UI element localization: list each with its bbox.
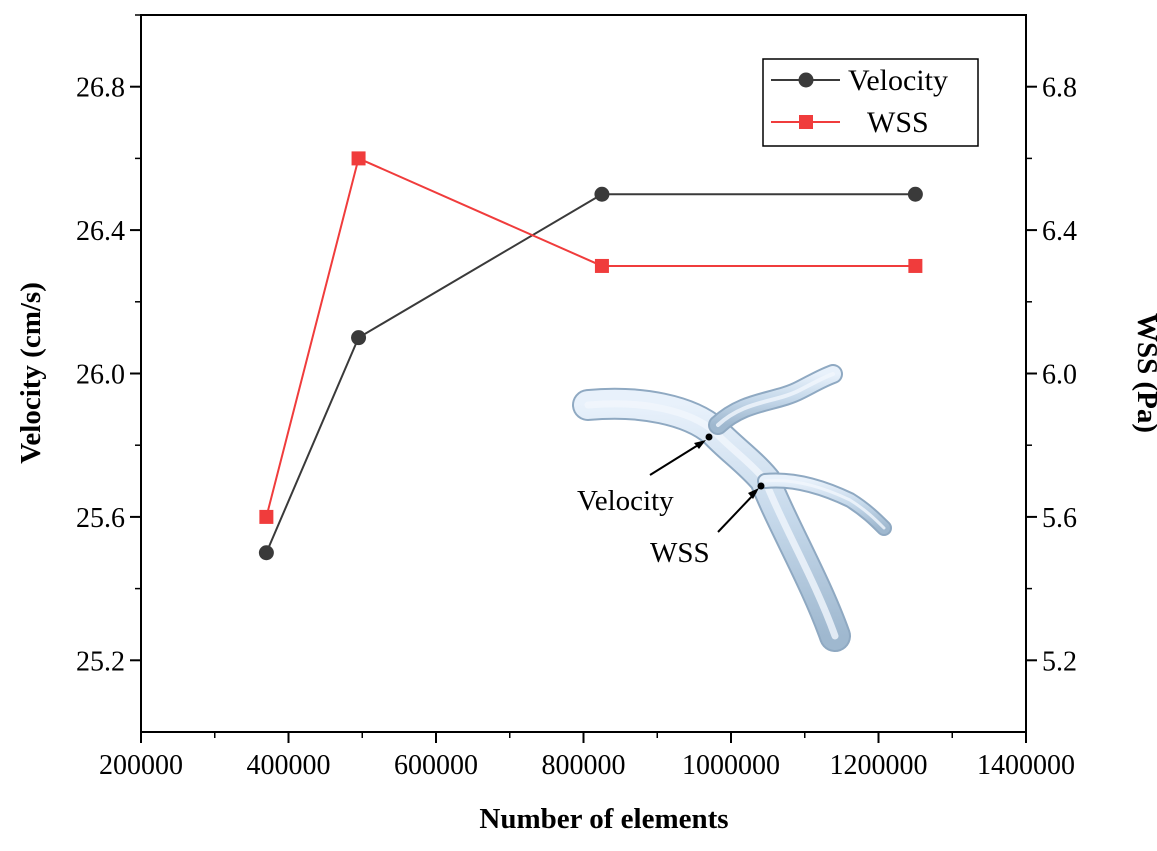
vessel-model-icon xyxy=(572,364,892,652)
inset-label-wss: WSS xyxy=(650,537,710,569)
data-point-velocity xyxy=(907,186,923,202)
y-tick-label: 26.0 xyxy=(76,360,125,391)
y-axis-left-title: Velocity (cm/s) xyxy=(15,282,47,464)
data-point-wss xyxy=(594,258,609,273)
velocity-arrow xyxy=(649,441,704,476)
series-line-velocity xyxy=(265,193,916,554)
y-tick-label: 6.4 xyxy=(1042,216,1077,247)
y-tick-label: 25.6 xyxy=(76,503,125,534)
legend-velocity-marker xyxy=(798,72,814,88)
y-tick-label: 6.0 xyxy=(1042,360,1077,391)
legend-box xyxy=(762,58,979,147)
x-tick-label: 1400000 xyxy=(977,750,1075,781)
series-line-wss xyxy=(265,157,916,518)
data-point-wss xyxy=(351,151,366,166)
y-tick-label: 26.4 xyxy=(76,216,125,247)
x-tick-label: 800000 xyxy=(542,750,626,781)
wss-probe-point xyxy=(757,482,765,490)
legend-wss-marker xyxy=(799,115,813,129)
y-tick-label: 5.6 xyxy=(1042,503,1077,534)
x-tick-label: 200000 xyxy=(99,750,183,781)
data-point-wss xyxy=(908,258,923,273)
data-point-velocity xyxy=(351,330,367,346)
y-tick-label: 5.2 xyxy=(1042,646,1077,677)
legend-velocity-label: Velocity xyxy=(848,64,948,97)
x-axis: 200000 400000 600000 800000 1000000 1200000 14… xyxy=(99,732,1075,781)
data-point-velocity xyxy=(258,545,274,561)
legend: Velocity WSS xyxy=(762,58,979,147)
legend-wss-label: WSS xyxy=(867,106,929,139)
series-layer xyxy=(258,151,923,561)
velocity-probe-point xyxy=(705,433,713,441)
x-tick-label: 1200000 xyxy=(830,750,928,781)
wss-arrow xyxy=(717,491,757,533)
data-point-wss xyxy=(259,509,274,524)
y-tick-label: 6.8 xyxy=(1042,73,1077,104)
x-tick-label: 600000 xyxy=(394,750,478,781)
y-axis-right: 5.2 5.6 6.0 6.4 6.8 xyxy=(1026,73,1077,677)
x-axis-title: Number of elements xyxy=(479,803,728,835)
y-tick-label: 25.2 xyxy=(76,646,125,677)
x-tick-label: 1000000 xyxy=(682,750,780,781)
x-tick-label: 400000 xyxy=(247,750,331,781)
y-tick-label: 26.8 xyxy=(76,73,125,104)
inset-label-velocity: Velocity xyxy=(577,485,674,517)
data-point-velocity xyxy=(594,186,610,202)
y-axis-left: 25.2 25.6 26.0 26.4 26.8 xyxy=(76,14,141,677)
y-axis-right-title: WSS (Pa) xyxy=(1131,313,1157,433)
